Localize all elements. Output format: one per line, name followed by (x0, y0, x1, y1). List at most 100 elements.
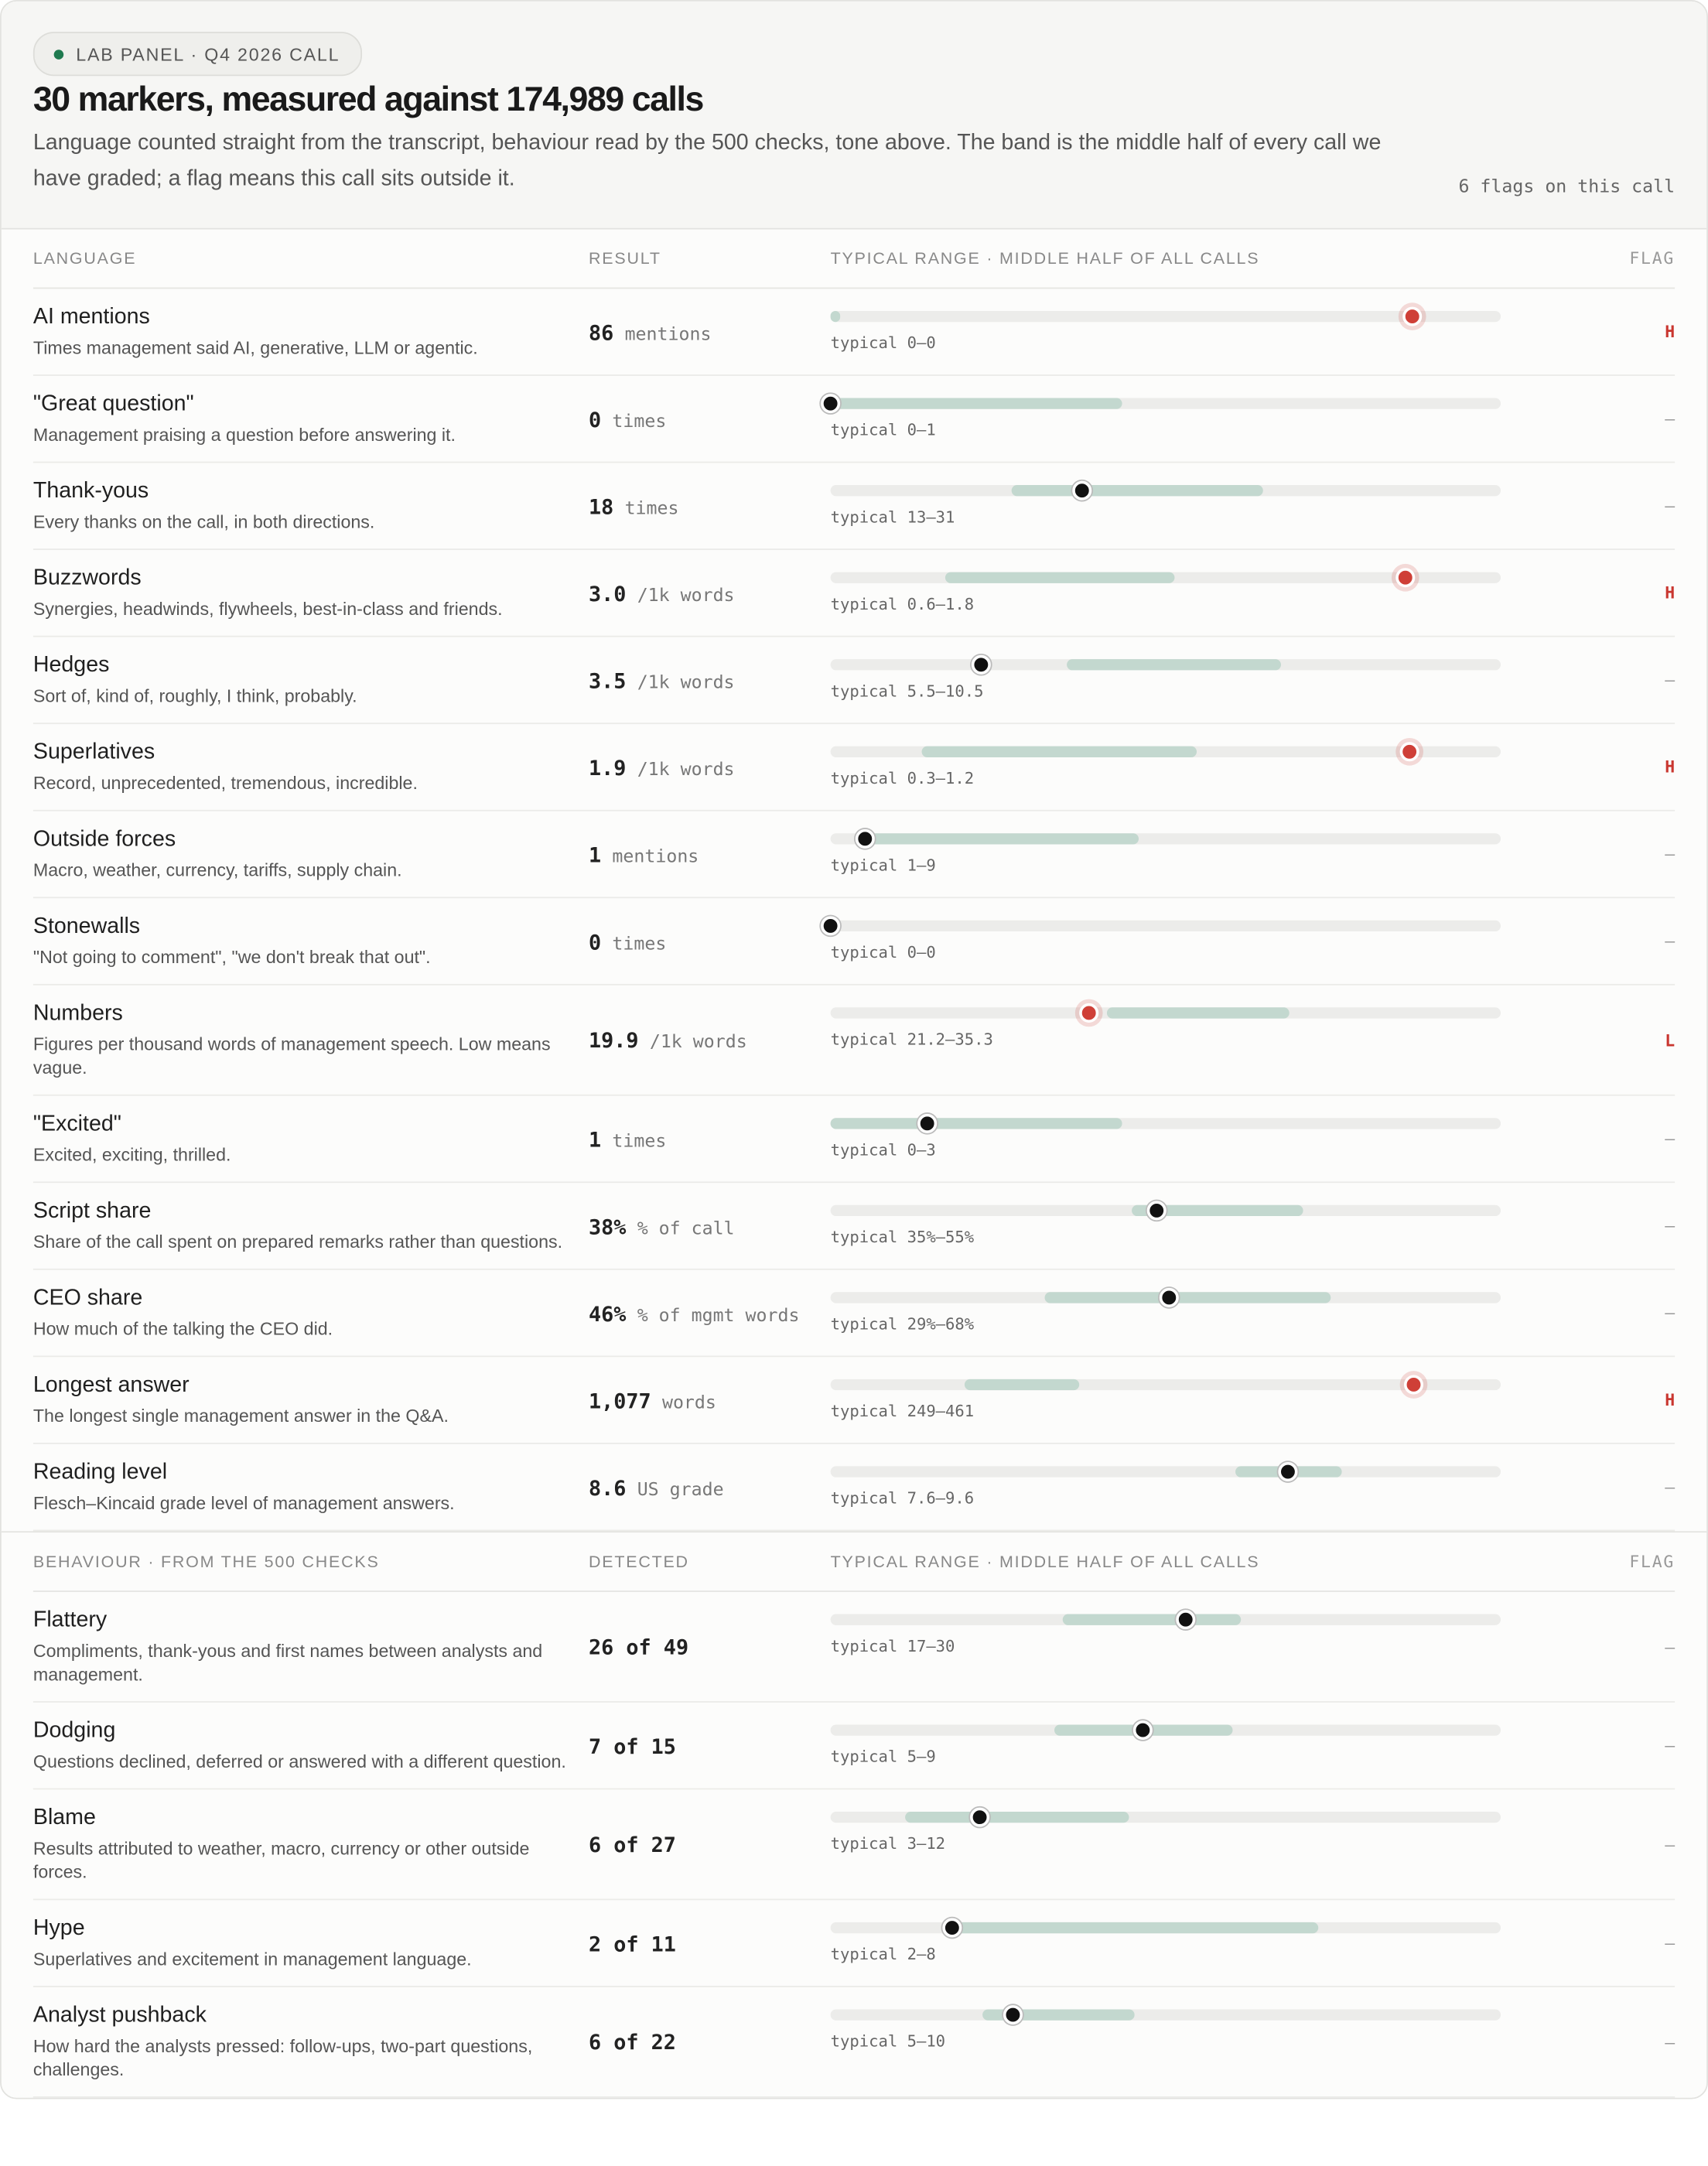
marker-info: Dodging Questions declined, deferred or a… (33, 1718, 589, 1773)
marker-name: Longest answer (32, 1373, 190, 1398)
result-value: 1 (589, 842, 602, 867)
result: 0 times (589, 928, 831, 955)
marker-row: "Great question" Management praising a qu… (32, 376, 1676, 463)
typical-band (1067, 659, 1282, 671)
subtitle: Language counted straight from the trans… (32, 131, 1382, 191)
range-track (830, 654, 1501, 675)
marker-row: Script share Share of the call spent on p… (32, 1183, 1676, 1270)
typical-label: typical 13–31 (830, 507, 955, 527)
range-cell: typical 29%–68% (830, 1285, 1501, 1340)
result-value: 0 (589, 929, 602, 955)
marker-row: CEO share How much of the talking the CEO… (32, 1270, 1676, 1358)
value-marker (969, 1807, 989, 1827)
value-marker (971, 654, 991, 675)
range-cell: typical 5–10 (830, 2003, 1501, 2082)
range-cell: typical 5.5–10.5 (830, 652, 1501, 707)
typical-band (1012, 485, 1264, 497)
typical-label: typical 21.2–35.3 (830, 1029, 993, 1049)
range-cell: typical 35%–55% (830, 1198, 1501, 1253)
marker-desc: Every thanks on the call, in both direct… (32, 511, 375, 532)
marker-info: Blame Results attributed to weather, macr… (33, 1805, 589, 1884)
typical-label: typical 249–461 (830, 1401, 975, 1421)
marker-info: Script share Share of the call spent on p… (33, 1198, 589, 1253)
typical-label: typical 5.5–10.5 (830, 681, 984, 701)
typical-band (830, 1118, 1122, 1129)
value-marker (1395, 568, 1415, 588)
marker-info: "Great question" Management praising a qu… (33, 391, 589, 446)
marker-desc: How hard the analysts pressed: follow-up… (32, 2035, 533, 2080)
section: BEHAVIOUR · FROM THE 500 CHECKS DETECTED T… (1, 1531, 1707, 2098)
result-value: 1.9 (589, 755, 627, 781)
marker-desc: Sort of, kind of, roughly, I think, prob… (32, 685, 357, 706)
panel-header: LAB PANEL · Q4 2026 CALL 30 markers, mea… (1, 1, 1707, 230)
value-marker (1003, 2005, 1023, 2025)
marker-name: Buzzwords (32, 566, 142, 590)
flags-note: 6 flags on this call (1458, 176, 1676, 198)
marker-desc: Figures per thousand words of management… (32, 1033, 551, 1078)
value-marker (821, 394, 841, 414)
value-marker (1403, 1375, 1423, 1395)
flag: — (1665, 408, 1676, 429)
result-unit: times (612, 933, 667, 955)
result-value: 3.5 (589, 668, 627, 693)
marker-info: Thank-yous Every thanks on the call, in b… (33, 478, 589, 533)
range-track (830, 1287, 1501, 1307)
flag: — (1665, 1129, 1676, 1149)
range-cell: typical 0–3 (830, 1111, 1501, 1166)
typical-label: typical 35%–55% (830, 1227, 975, 1247)
column-range: TYPICAL RANGE · MIDDLE HALF OF ALL CALLS (830, 248, 1260, 268)
range-track (830, 1918, 1501, 1938)
value-marker (1402, 306, 1423, 326)
range-cell: typical 3–12 (830, 1805, 1501, 1884)
typical-band (830, 398, 1122, 409)
column-range: TYPICAL RANGE · MIDDLE HALF OF ALL CALLS (830, 1552, 1260, 1572)
marker-info: Analyst pushback How hard the analysts pr… (33, 2003, 589, 2082)
marker-name: Dodging (32, 1719, 116, 1743)
range-track (830, 1807, 1501, 1827)
result-value: 86 (589, 319, 614, 345)
value-marker (1133, 1720, 1153, 1741)
range-cell: typical 0–0 (830, 304, 1501, 359)
range-track (821, 394, 1501, 414)
result: 46% % of mgmt words (589, 1300, 831, 1326)
result-unit: /1k words (637, 585, 735, 606)
range-cell: typical 13–31 (830, 478, 1501, 533)
range-cell: typical 7.6–9.6 (830, 1459, 1501, 1514)
result-value: 7 of 15 (589, 1734, 676, 1759)
result-unit: % of call (637, 1218, 735, 1239)
typical-label: typical 1–9 (830, 855, 936, 875)
marker-info: Buzzwords Synergies, headwinds, flywheels… (33, 565, 589, 620)
marker-row: "Excited" Excited, exciting, thrilled. 1 ti… (32, 1096, 1676, 1184)
result: 0 times (589, 405, 831, 432)
result-unit: mentions (624, 323, 712, 345)
typical-band (965, 1379, 1080, 1391)
range-track (830, 1113, 1501, 1133)
flag: — (1665, 2031, 1676, 2052)
value-marker (855, 828, 875, 849)
flag: — (1665, 1834, 1676, 1854)
result-unit: /1k words (637, 672, 735, 693)
marker-name: "Great question" (32, 392, 194, 416)
marker-name: Hedges (32, 653, 110, 678)
result-value: 1,077 (589, 1388, 651, 1413)
value-marker (821, 916, 841, 936)
marker-name: Numbers (32, 1002, 123, 1026)
flag: H (1665, 322, 1676, 342)
marker-desc: Compliments, thank-yous and first names … (32, 1640, 543, 1685)
result: 19.9/1k words (589, 1027, 831, 1053)
value-marker (917, 1113, 938, 1133)
typical-label: typical 0–0 (830, 333, 936, 353)
range-cell: typical 249–461 (830, 1372, 1501, 1427)
marker-row: Thank-yous Every thanks on the call, in b… (32, 463, 1676, 550)
result-value: 3.0 (589, 581, 627, 606)
marker-name: Outside forces (32, 828, 176, 852)
result: 7 of 15 (589, 1732, 831, 1758)
typical-band (945, 572, 1176, 583)
typical-label: typical 3–12 (830, 1833, 946, 1853)
marker-row: Hype Superlatives and excitement in manag… (32, 1900, 1676, 1987)
result-unit: times (612, 411, 667, 432)
marker-name: Stonewalls (32, 914, 141, 938)
typical-label: typical 29%–68% (830, 1314, 975, 1334)
flag: — (1665, 496, 1676, 516)
marker-row: Stonewalls "Not going to comment", "we do… (32, 898, 1676, 986)
